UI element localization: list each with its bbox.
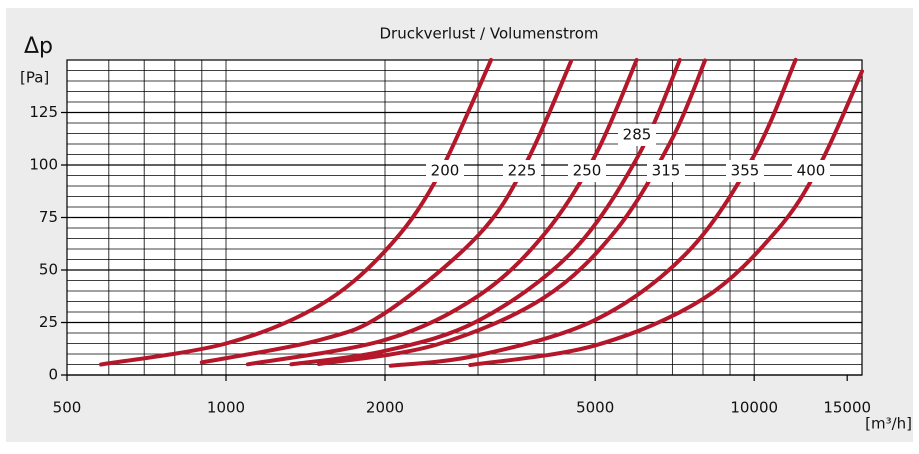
series-label: 250 — [573, 162, 602, 180]
y-tick-label: 25 — [39, 313, 58, 331]
y-label: Δp — [24, 34, 53, 59]
series-label: 315 — [652, 162, 681, 180]
series-label: 225 — [508, 162, 537, 180]
label-box — [618, 124, 656, 146]
curve — [245, 58, 639, 367]
x-tick-label: 2000 — [366, 399, 404, 417]
label-box — [503, 160, 541, 182]
series-label: 200 — [431, 162, 460, 180]
x-unit: [m³/h] — [865, 415, 912, 433]
x-tick-label: 500 — [53, 399, 82, 417]
chart-title: Druckverlust / Volumenstrom — [379, 25, 598, 43]
series-label: 285 — [623, 126, 652, 144]
plot-frame — [66, 59, 863, 376]
curve — [388, 57, 798, 368]
label-box — [726, 160, 764, 182]
x-tick-label: 10000 — [730, 399, 778, 417]
curve — [99, 58, 494, 367]
curve — [468, 69, 864, 368]
series-label: 355 — [731, 162, 760, 180]
y-tick-label: 75 — [39, 208, 58, 226]
label-box — [426, 160, 464, 182]
label-box — [568, 160, 606, 182]
x-tick-label: 15000 — [823, 399, 871, 417]
y-tick-label: 125 — [29, 103, 58, 121]
label-box — [792, 160, 830, 182]
y-tick-label: 100 — [29, 156, 58, 174]
curve — [199, 59, 574, 365]
y-tick-label: 0 — [48, 366, 58, 384]
series-label: 400 — [797, 162, 826, 180]
y-tick-label: 50 — [39, 261, 58, 279]
y-unit: [Pa] — [20, 69, 49, 87]
x-tick-label: 5000 — [576, 399, 614, 417]
x-tick-label: 1000 — [207, 399, 245, 417]
label-box — [647, 160, 685, 182]
curve — [317, 58, 707, 367]
